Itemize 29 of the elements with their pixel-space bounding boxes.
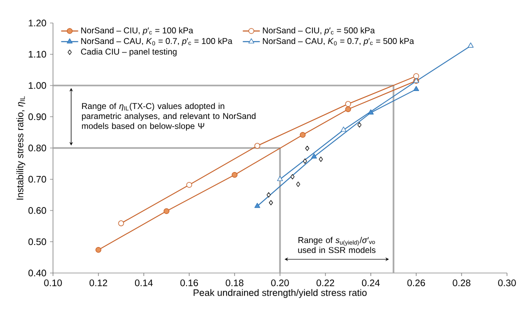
x-tick-label: 0.16 — [180, 280, 198, 286]
y-tick-label: 1.10 — [28, 50, 46, 58]
x-tick-label: 0.10 — [44, 280, 62, 286]
x-tick-label: 0.22 — [316, 280, 334, 286]
y-tick-label: 0.80 — [28, 144, 46, 152]
legend-label: NorSand – CAU, K$_{0}$ = 0.7, p′$_{c}$ = 100 kPa — [81, 38, 232, 46]
x-axis-title: Peak undrained strength/yield stress ratio — [194, 289, 367, 298]
y-tick-label: 1.20 — [28, 20, 46, 26]
y-tick-label: 0.50 — [28, 238, 46, 246]
annotation: Range of η$_{IL}$(TX-C) values adopted in parametric analyses, and relevant to NorSand models based on below-slope Ψ — [82, 102, 256, 131]
x-tick-label: 0.28 — [452, 280, 470, 286]
legend-label: Cadia CIU – panel testing — [81, 48, 177, 56]
x-tick-label: 0.12 — [90, 280, 108, 286]
y-tick-label: 0.70 — [28, 176, 46, 183]
annotation: Range of s$_{u(yield)}$/σ′$_{vo}$ used in SSR models — [298, 236, 376, 254]
x-tick-label: 0.26 — [407, 280, 425, 286]
y-tick-label: 0.60 — [28, 207, 46, 214]
x-tick-label: 0.18 — [226, 280, 244, 286]
y-tick-label: 1.00 — [28, 82, 46, 89]
y-tick-label: 0.40 — [28, 270, 46, 276]
x-tick-label: 0.30 — [498, 280, 516, 286]
x-tick-label: 0.14 — [134, 280, 153, 286]
legend-label: NorSand – CIU, p′$_{c}$ = 500 kPa — [262, 27, 375, 36]
x-tick-label: 0.24 — [362, 280, 380, 286]
x-tick-label: 0.20 — [271, 280, 289, 286]
y-axis-title: Instability stress ratio, η$_{IL}$ — [16, 96, 26, 200]
y-tick-label: 0.90 — [28, 113, 46, 120]
legend-label: NorSand – CAU, K$_{0}$ = 0.7, p′$_{c}$ = 500 kPa — [262, 38, 414, 46]
legend-label: NorSand – CIU, p′$_{c}$ = 100 kPa — [81, 27, 194, 36]
